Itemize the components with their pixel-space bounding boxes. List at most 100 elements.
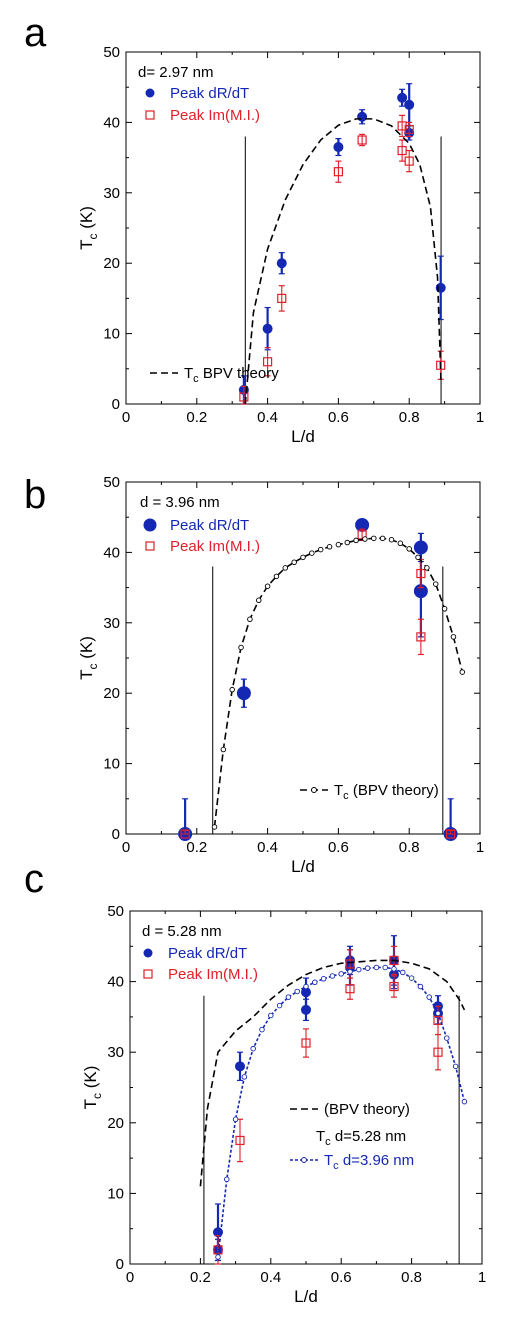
x-tick-label: 0.8 (399, 409, 420, 426)
line-point (364, 965, 371, 971)
data-point (180, 829, 190, 839)
plot-frame (129, 910, 483, 1265)
line-point (459, 669, 466, 675)
data-point (404, 156, 414, 166)
series--bpv-theory-: (BPV theory) (199, 959, 466, 1187)
line-point (408, 975, 415, 981)
line-point (400, 969, 406, 976)
line-point (379, 535, 386, 542)
data-point (213, 1245, 223, 1255)
line-point (273, 573, 280, 580)
line-point (268, 1012, 274, 1019)
x-tick-label: 0 (122, 409, 130, 426)
line-point (229, 686, 235, 693)
y-axis-label: Tc (K) (81, 1066, 104, 1110)
line-point (424, 565, 430, 571)
x-tick-label: 0.2 (186, 409, 207, 426)
y-axis-label: Tc (K) (77, 206, 100, 250)
plot-frame (125, 51, 481, 405)
line-point (397, 540, 404, 546)
data-point (404, 124, 414, 135)
data-point (333, 167, 343, 177)
line-point (415, 554, 421, 561)
line-point (285, 994, 292, 1000)
panel-label: a (24, 11, 47, 55)
line-point (256, 597, 262, 604)
x-tick-label: 0.2 (190, 1269, 211, 1286)
line-point (224, 1176, 230, 1183)
legend-label: (BPV theory) (324, 1101, 410, 1118)
legend-marker (143, 948, 153, 958)
legend-marker (145, 541, 155, 551)
legend-line-marker (311, 787, 317, 793)
line-point (373, 964, 380, 971)
line-point (247, 616, 253, 623)
series-peak-dr-dt: Peak dR/dT (145, 83, 446, 405)
data-point (277, 293, 287, 303)
y-tick-label: 20 (107, 1115, 124, 1132)
data-point (397, 92, 408, 103)
line-point (291, 559, 297, 566)
data-point (433, 1015, 443, 1026)
line-point (391, 966, 397, 972)
y-tick-label: 30 (103, 615, 120, 632)
line-point (347, 968, 353, 975)
y-tick-label: 0 (112, 396, 120, 413)
line-point (452, 1063, 459, 1070)
x-tick-label: 0.2 (186, 839, 207, 856)
line-point (282, 565, 289, 571)
line-point (276, 1002, 283, 1009)
line-point (406, 546, 412, 552)
data-point (236, 686, 251, 701)
line-point (309, 550, 315, 556)
y-tick-label: 0 (112, 826, 120, 843)
series--bpv-theory-: Tc (BPV theory) (211, 535, 466, 830)
y-tick-label: 10 (103, 756, 120, 773)
y-tick-label: 50 (107, 903, 124, 920)
line-point (353, 537, 359, 544)
x-axis-label: L/d (291, 427, 315, 446)
x-axis-label: L/d (291, 857, 315, 876)
y-tick-label: 10 (107, 1185, 124, 1202)
line-point (338, 971, 344, 977)
line-point (450, 634, 457, 640)
line-point (329, 973, 336, 979)
data-point (397, 145, 407, 156)
line-point (259, 1026, 265, 1033)
y-tick-label: 40 (103, 544, 120, 561)
data-point (345, 984, 355, 994)
data-point (239, 392, 249, 402)
y-tick-label: 0 (116, 1256, 124, 1273)
line-point (371, 535, 377, 542)
data-point (436, 360, 446, 370)
x-tick-label: 0 (122, 839, 130, 856)
y-tick-label: 50 (103, 44, 120, 61)
line-point (264, 583, 271, 589)
legend-marker (143, 969, 153, 979)
line-point (388, 536, 395, 543)
series-line (199, 959, 466, 1187)
legend-label: Tc d=3.96 nm (324, 1152, 414, 1172)
panel-label: b (24, 473, 46, 517)
series-peak-dr-dt: Peak dR/dT (143, 517, 458, 841)
line-point (241, 1074, 248, 1080)
data-point (263, 357, 273, 367)
panel-label: c (24, 857, 44, 901)
line-point (444, 1035, 450, 1041)
y-tick-label: 40 (107, 974, 124, 991)
data-point (404, 99, 415, 110)
legend-line-marker (301, 1157, 307, 1163)
data-point (357, 111, 368, 122)
data-point (345, 959, 355, 969)
x-tick-label: 0.8 (399, 839, 420, 856)
data-point (389, 981, 399, 992)
data-point (357, 135, 367, 145)
series-bpv-theory: Tc BPV theory (150, 118, 442, 405)
y-tick-label: 10 (103, 326, 120, 343)
data-point (235, 1061, 245, 1072)
legend-label: Tc BPV theory (184, 365, 279, 385)
legend-label: Peak dR/dT (170, 85, 249, 102)
